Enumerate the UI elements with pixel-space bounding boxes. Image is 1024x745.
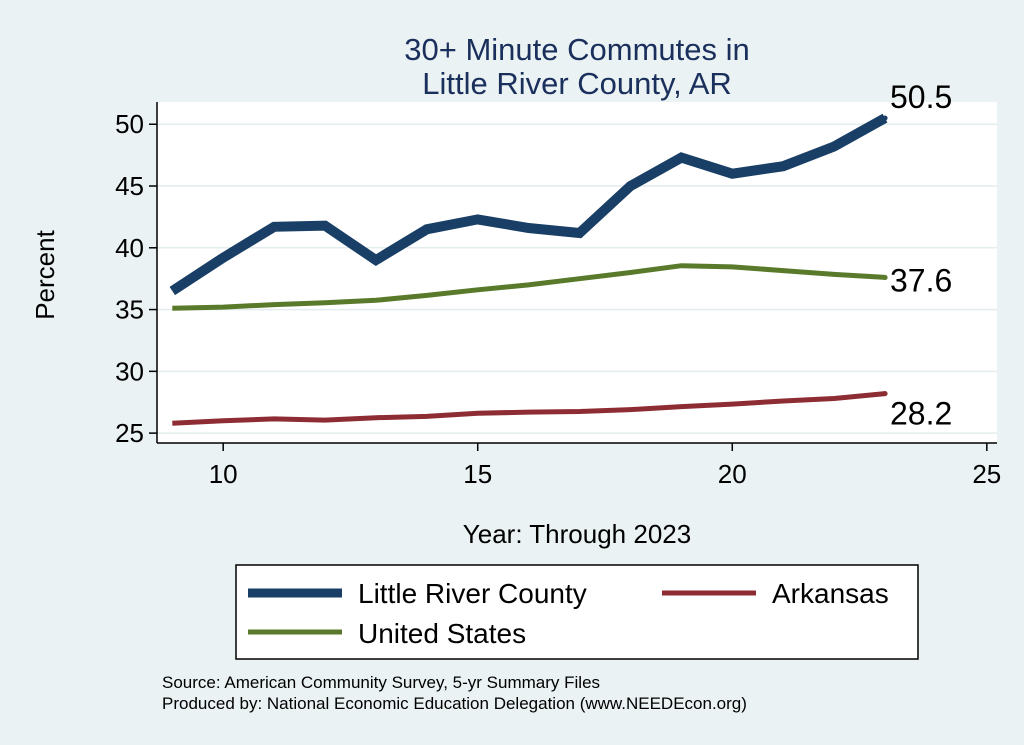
axes: 25 30 35 40 45 50 10 15 20 25 [115, 102, 1001, 489]
y-axis-title: Percent [30, 229, 60, 319]
series-line-arkansas [172, 391, 886, 426]
series-line-little-river-county [169, 113, 888, 296]
chart-title-line-2: Little River County, AR [422, 66, 732, 101]
legend: Little River County Arkansas United Stat… [235, 564, 919, 660]
y-tick-label-25: 25 [115, 418, 144, 448]
y-tick-label-35: 35 [115, 295, 144, 325]
legend-label-united-states: United States [358, 618, 526, 649]
legend-label-arkansas: Arkansas [772, 578, 889, 609]
x-tick-label-15: 15 [463, 459, 492, 489]
x-tick-label-20: 20 [718, 459, 747, 489]
y-tick-label-50: 50 [115, 109, 144, 139]
series-end-point-little-river-county [882, 115, 888, 121]
source-note: Source: American Community Survey, 5-yr … [162, 673, 600, 692]
y-tick-label-30: 30 [115, 356, 144, 386]
legend-label-little-river-county: Little River County [358, 578, 587, 609]
gridlines [157, 123, 997, 434]
chart-title-line-1: 30+ Minute Commutes in [404, 32, 749, 67]
end-label-united-states: 37.6 [890, 262, 952, 298]
end-label-little-river-county: 50.5 [890, 79, 952, 115]
y-tick-label-45: 45 [115, 171, 144, 201]
y-tick-label-40: 40 [115, 233, 144, 263]
end-label-arkansas: 28.2 [890, 396, 952, 432]
series-lines: 50.5 37.6 28.2 [169, 79, 952, 432]
plot-area [157, 102, 997, 443]
series-end-point-arkansas [882, 390, 888, 397]
x-tick-label-25: 25 [972, 459, 1001, 489]
x-axis-title: Year: Through 2023 [463, 519, 691, 549]
producer-note: Produced by: National Economic Education… [162, 694, 747, 713]
x-tick-label-10: 10 [209, 459, 238, 489]
series-end-point-united-states [882, 274, 888, 281]
legend-box [235, 564, 919, 660]
series-line-united-states [172, 263, 886, 311]
